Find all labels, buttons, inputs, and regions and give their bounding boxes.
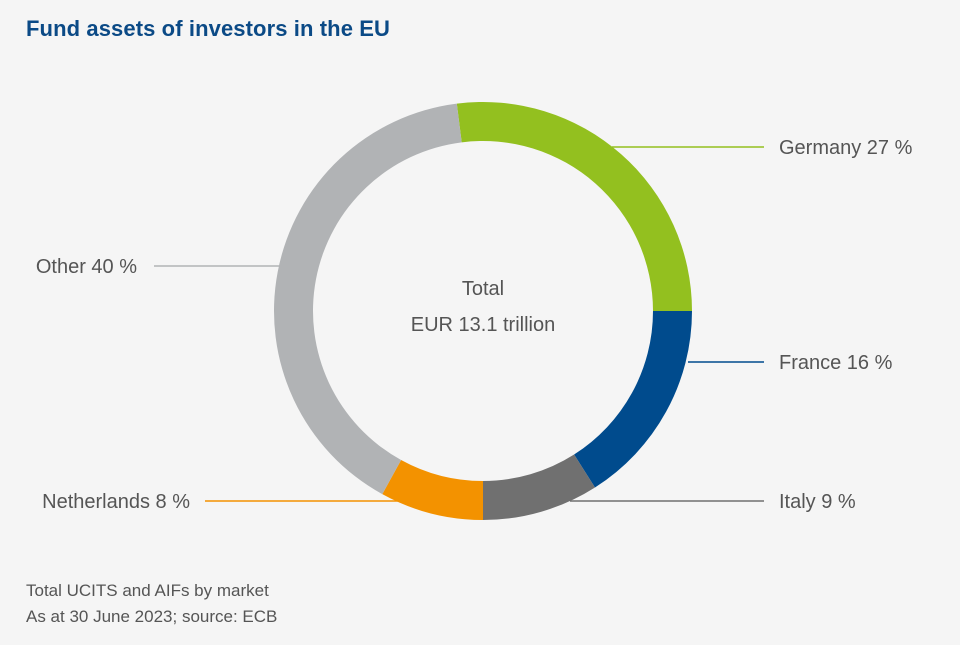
footnote-line-1: Total UCITS and AIFs by market xyxy=(26,581,269,600)
leader-lines xyxy=(154,146,764,502)
slice-label-netherlands: Netherlands 8 % xyxy=(42,491,190,513)
slice-germany xyxy=(456,102,692,312)
slice-labels: Germany 27 % France 16 % Italy 9 % Netherla… xyxy=(36,137,913,513)
slice-italy xyxy=(483,454,595,520)
slice-label-italy: Italy 9 % xyxy=(779,491,856,513)
footnote: Total UCITS and AIFs by market As at 30 … xyxy=(26,578,277,630)
slice-label-other: Other 40 % xyxy=(36,256,137,278)
slice-netherlands xyxy=(382,459,483,520)
slice-other xyxy=(274,103,462,495)
slice-france xyxy=(574,311,692,488)
slice-label-france: France 16 % xyxy=(779,352,893,374)
center-label-value: EUR 13.1 trillion xyxy=(411,314,556,336)
chart-title: Fund assets of investors in the EU xyxy=(26,16,391,41)
footnote-line-2: As at 30 June 2023; source: ECB xyxy=(26,607,278,626)
center-label-total: Total xyxy=(462,278,504,300)
slice-label-germany: Germany 27 % xyxy=(779,137,913,159)
donut-slices xyxy=(274,102,692,520)
